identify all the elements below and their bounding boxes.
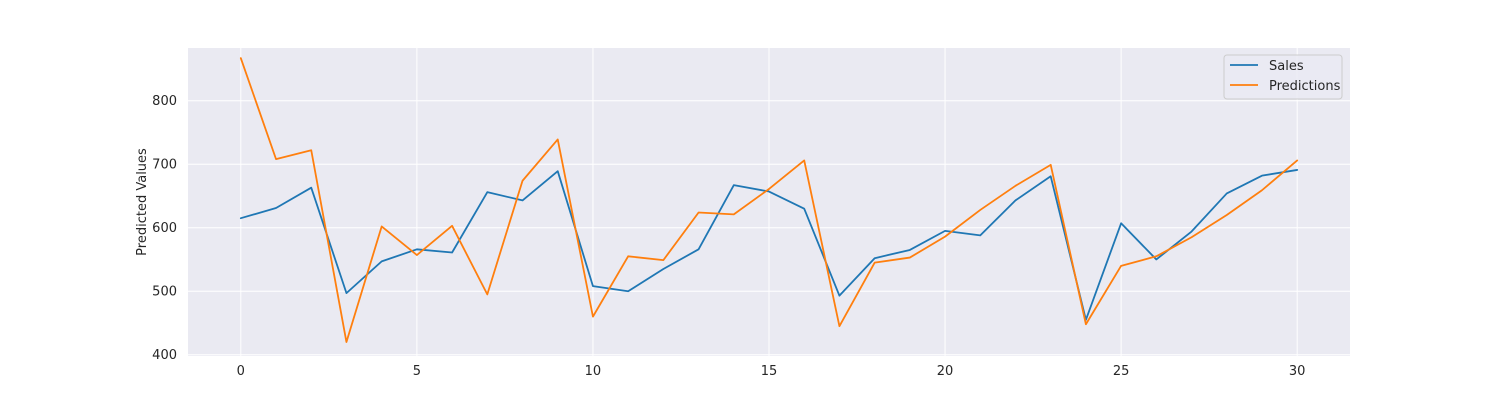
x-tick-label: 20 (937, 364, 954, 379)
x-tick-label: 5 (413, 364, 421, 379)
grid-lines (188, 48, 1350, 356)
legend-box (1223, 54, 1343, 100)
legend-label-sales: Sales (1269, 59, 1304, 74)
y-tick-label: 400 (152, 348, 177, 363)
x-tick-label: 15 (761, 364, 778, 379)
y-tick-labels: 400 500 600 700 800 (152, 94, 177, 363)
x-tick-labels: 0 5 10 15 20 25 30 (237, 364, 1306, 379)
y-tick-label: 500 (152, 285, 177, 300)
x-tick-label: 0 (237, 364, 245, 379)
y-tick-label: 600 (152, 221, 177, 236)
y-tick-label: 700 (152, 158, 177, 173)
legend: Sales Predictions (1223, 54, 1343, 100)
y-tick-label: 800 (152, 94, 177, 109)
series-line-sales (239, 169, 1299, 321)
y-axis-label: Predicted Values (135, 148, 150, 256)
series-line-predictions (239, 57, 1299, 343)
x-tick-label: 10 (585, 364, 602, 379)
series-lines (239, 57, 1299, 343)
x-tick-label: 30 (1289, 364, 1306, 379)
x-tick-label: 25 (1113, 364, 1130, 379)
legend-label-predictions: Predictions (1269, 79, 1341, 94)
